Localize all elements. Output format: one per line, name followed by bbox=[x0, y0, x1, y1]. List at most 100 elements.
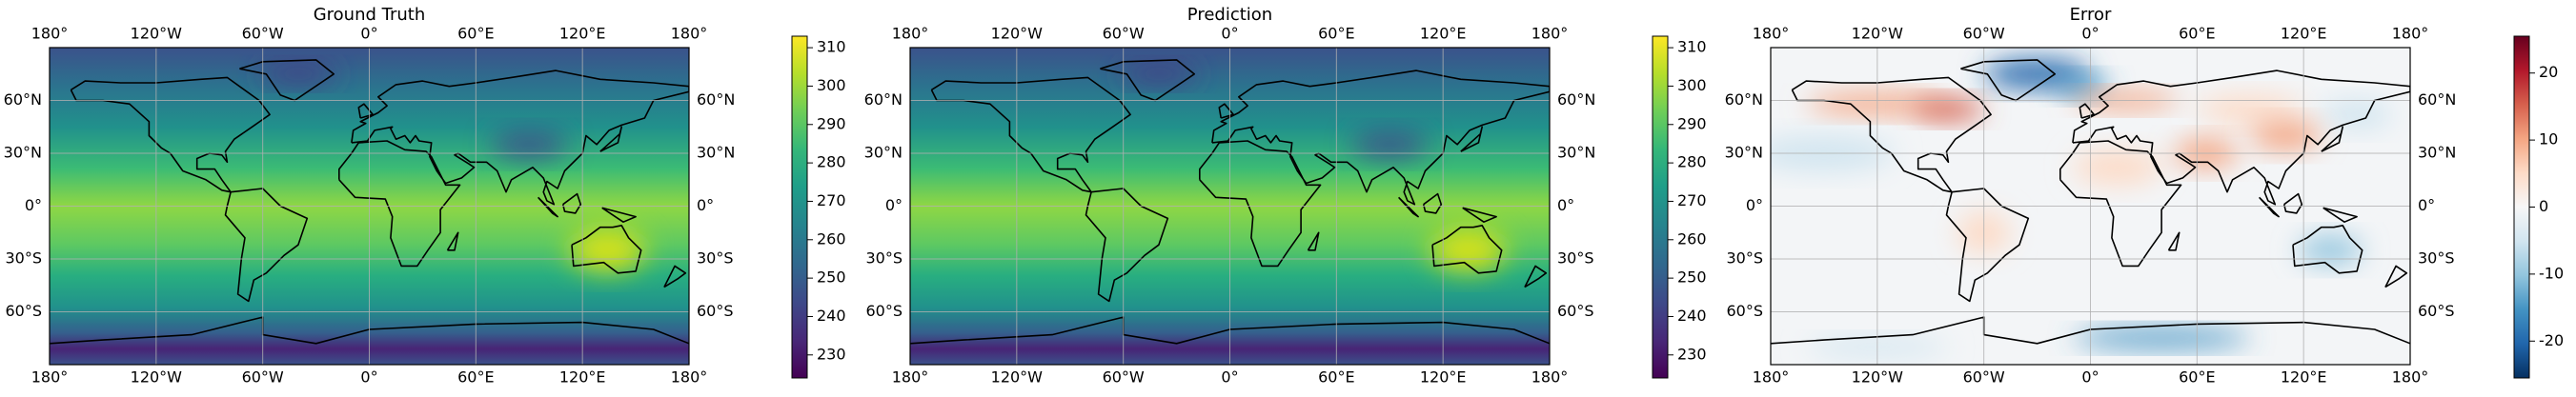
colorbar-tick-label: 280 bbox=[817, 153, 846, 171]
lon-label: 0° bbox=[2081, 25, 2099, 43]
lat-label: 60°N bbox=[4, 90, 42, 109]
lon-label: 120°E bbox=[1420, 25, 1467, 43]
field-feature bbox=[2321, 100, 2393, 129]
lon-label: 180° bbox=[31, 368, 69, 387]
lon-label: 60°E bbox=[457, 368, 494, 387]
lat-label: 0° bbox=[1746, 196, 1763, 214]
colorbar bbox=[1652, 35, 1669, 379]
colorbar-tick-label: 250 bbox=[817, 268, 846, 287]
lat-label: 60°S bbox=[1557, 302, 1594, 320]
map-frame bbox=[909, 47, 1551, 366]
lon-label: 60°W bbox=[1963, 25, 2005, 43]
colorbar-tick-label: 310 bbox=[1677, 38, 1707, 56]
lon-label: 0° bbox=[1221, 368, 1238, 387]
lat-label: 30°N bbox=[4, 144, 42, 162]
lat-label: 60°N bbox=[1725, 90, 1763, 109]
lon-label: 120°E bbox=[559, 25, 606, 43]
colorbar-tick-label: 300 bbox=[817, 76, 846, 94]
field-feature bbox=[2250, 121, 2322, 150]
coastline bbox=[910, 59, 1550, 345]
lon-label: 180° bbox=[1531, 25, 1569, 43]
lat-label: 30°S bbox=[1726, 249, 1763, 268]
lon-label: 120°W bbox=[1852, 25, 1904, 43]
colorbar-tick-label: -10 bbox=[2539, 264, 2564, 282]
lon-label: 120°E bbox=[559, 368, 606, 387]
field-feature bbox=[2298, 235, 2363, 265]
lon-label: 0° bbox=[360, 368, 377, 387]
colorbar-tick-label: 290 bbox=[817, 114, 846, 132]
field-feature bbox=[491, 130, 568, 158]
colorbar-tick-label: 270 bbox=[817, 191, 846, 209]
lon-label: 180° bbox=[31, 25, 69, 43]
lon-label: 60°W bbox=[242, 368, 284, 387]
colorbar-tick-label: 260 bbox=[1677, 229, 1707, 248]
lat-label: 60°N bbox=[1557, 90, 1595, 109]
lon-label: 180° bbox=[671, 368, 708, 387]
lat-label: 30°N bbox=[2418, 144, 2456, 162]
colorbar bbox=[2513, 35, 2530, 379]
colorbar-tick-label: -20 bbox=[2539, 331, 2564, 349]
lon-label: 180° bbox=[892, 368, 929, 387]
lon-label: 60°W bbox=[1103, 368, 1145, 387]
lon-label: 180° bbox=[2392, 25, 2429, 43]
colorbar-tick-label: 270 bbox=[1677, 191, 1707, 209]
lat-label: 30°N bbox=[1725, 144, 1763, 162]
field-feature bbox=[569, 228, 646, 271]
panel-title: Error bbox=[2070, 5, 2112, 25]
colorbar-tick-label: 20 bbox=[2539, 63, 2558, 81]
panel-title: Prediction bbox=[1187, 5, 1272, 25]
colorbar-tick-label: 290 bbox=[1677, 114, 1707, 132]
lat-label: 0° bbox=[697, 196, 714, 214]
lon-label: 0° bbox=[2081, 368, 2099, 387]
field-feature bbox=[2072, 149, 2162, 186]
lon-label: 120°W bbox=[991, 25, 1044, 43]
colorbar-tick-label: 0 bbox=[2539, 197, 2548, 215]
lon-label: 60°E bbox=[1318, 368, 1354, 387]
colorbar-tick-label: 230 bbox=[817, 345, 846, 363]
colorbar-tick-label: 260 bbox=[817, 229, 846, 248]
field-feature bbox=[2072, 329, 2251, 347]
lat-label: 30°N bbox=[697, 144, 735, 162]
lat-label: 30°S bbox=[2418, 249, 2455, 268]
colorbar-tick-label: 230 bbox=[1677, 345, 1707, 363]
colorbar-tick-label: 240 bbox=[817, 307, 846, 325]
coastline bbox=[1771, 59, 2410, 345]
map-panel: Error 180° 180° 120°W 120°W 60°W 60°W 0° 0° 60°E 6… bbox=[1725, 5, 2564, 387]
lon-label: 120°W bbox=[991, 368, 1044, 387]
lat-label: 60°N bbox=[2418, 90, 2456, 109]
lon-label: 60°W bbox=[1963, 368, 2005, 387]
lat-label: 0° bbox=[1557, 196, 1574, 214]
lon-label: 120°E bbox=[2281, 25, 2327, 43]
lat-label: 30°N bbox=[1557, 144, 1595, 162]
lon-label: 120°W bbox=[131, 25, 183, 43]
field-feature bbox=[2055, 75, 2109, 97]
lat-label: 0° bbox=[2418, 196, 2435, 214]
map-panel: Prediction 180° 180° 120°W 120°W 60°W 60°W 0° 0°… bbox=[864, 5, 1707, 387]
lon-label: 60°W bbox=[1103, 25, 1145, 43]
lon-label: 180° bbox=[1753, 368, 1790, 387]
lon-label: 120°E bbox=[1420, 368, 1467, 387]
colorbar-tick-label: 250 bbox=[1677, 268, 1707, 287]
lon-label: 120°W bbox=[1852, 368, 1904, 387]
lat-label: 0° bbox=[25, 196, 42, 214]
lat-label: 60°S bbox=[5, 302, 42, 320]
lat-label: 30°N bbox=[864, 144, 903, 162]
colorbar-tick-label: 310 bbox=[817, 38, 846, 56]
lat-label: 30°S bbox=[697, 249, 734, 268]
panel-title: Ground Truth bbox=[314, 5, 426, 25]
lat-label: 0° bbox=[885, 196, 903, 214]
colorbar-tick-label: 10 bbox=[2539, 130, 2558, 149]
field-feature bbox=[1120, 64, 1197, 84]
lon-label: 60°E bbox=[2179, 368, 2215, 387]
lon-label: 0° bbox=[1221, 25, 1238, 43]
lat-label: 60°N bbox=[864, 90, 903, 109]
lon-label: 60°E bbox=[1318, 25, 1354, 43]
colorbar-tick-label: 240 bbox=[1677, 307, 1707, 325]
map-frame bbox=[1770, 47, 2411, 366]
lon-label: 120°E bbox=[2281, 368, 2327, 387]
lat-label: 60°S bbox=[697, 302, 734, 320]
field-feature bbox=[259, 64, 336, 84]
lon-label: 180° bbox=[892, 25, 929, 43]
lat-label: 30°S bbox=[1557, 249, 1594, 268]
